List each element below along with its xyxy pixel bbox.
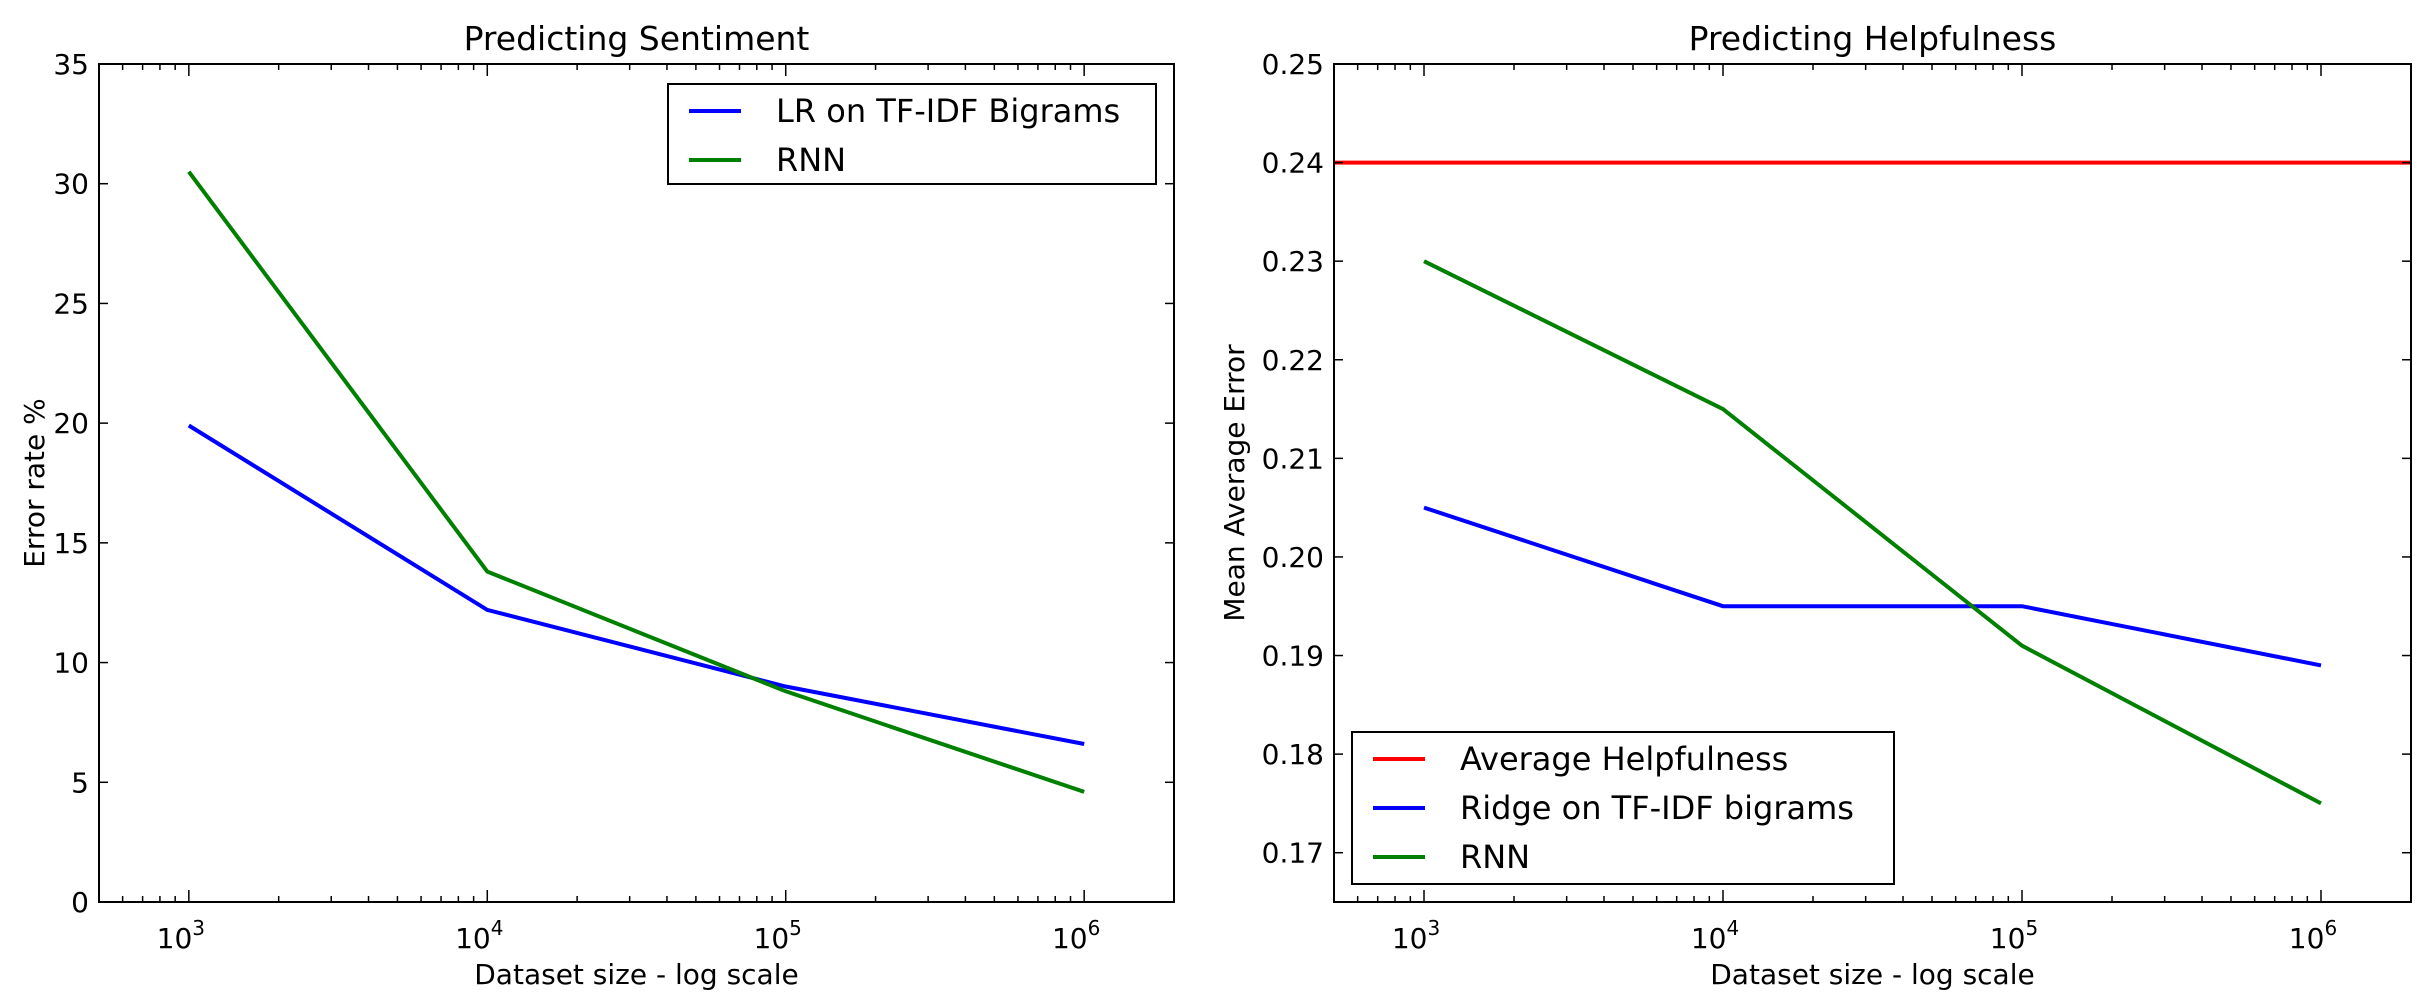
y-tick-label: 10 xyxy=(53,647,89,680)
chart-1: Predicting Sentiment 0 5 10 15 20 25 30 35 103 104… xyxy=(18,19,1175,991)
chart-title: Predicting Helpfulness xyxy=(1689,19,2057,58)
y-tick-label: 0.17 xyxy=(1262,837,1324,870)
legend-label-1: Average Helpfulness xyxy=(1460,740,1788,778)
series-line-3 xyxy=(1423,259,2322,806)
y-tick-label: 0.24 xyxy=(1262,147,1324,180)
x-tick-label: 104 xyxy=(455,916,503,955)
y-tick-label: 5 xyxy=(71,766,89,799)
x-tick-label: 105 xyxy=(1990,916,2038,955)
legend: LR on TF-IDF Bigrams RNN xyxy=(667,83,1157,185)
series-line-2 xyxy=(1423,505,2322,668)
y-tick-label: 0.21 xyxy=(1262,442,1324,475)
legend-label-3: RNN xyxy=(1460,838,1530,876)
legend-box xyxy=(1351,731,1895,885)
y-tick-label: 0.18 xyxy=(1262,738,1324,771)
series-line-2 xyxy=(187,170,1085,794)
y-tick-label: 15 xyxy=(53,527,89,560)
legend-label-2: Ridge on TF-IDF bigrams xyxy=(1460,789,1854,827)
series-group xyxy=(187,170,1085,794)
series-line-1 xyxy=(187,423,1085,746)
x-axis-label: Dataset size - log scale xyxy=(1710,958,2034,991)
y-tick-label: 20 xyxy=(53,407,89,440)
y-tick-label: 0.25 xyxy=(1262,48,1324,81)
x-tick-label: 103 xyxy=(157,916,205,955)
series-group xyxy=(1334,160,2411,806)
y-tick-label: 25 xyxy=(53,287,89,320)
x-tick-label: 104 xyxy=(1691,916,1739,955)
plot-frame xyxy=(98,63,1175,903)
legend-box xyxy=(667,83,1157,185)
y-tick-label: 0.22 xyxy=(1262,344,1324,377)
y-tick-label: 0.23 xyxy=(1262,245,1324,278)
x-axis-label: Dataset size - log scale xyxy=(474,958,798,991)
chart-title: Predicting Sentiment xyxy=(464,19,810,58)
y-tick-label: 0.19 xyxy=(1262,640,1324,673)
legend-label-1: LR on TF-IDF Bigrams xyxy=(776,92,1120,130)
x-tick-label: 106 xyxy=(1052,916,1100,955)
y-tick-label: 0.20 xyxy=(1262,541,1324,574)
chart-2: Predicting Helpfulness 0.17 0.18 0.19 0.20 0.… xyxy=(1218,19,2412,991)
y-axis-label: Error rate % xyxy=(18,398,51,568)
x-tick-label: 103 xyxy=(1392,916,1440,955)
legend-label-2: RNN xyxy=(776,141,846,179)
x-tick-label: 106 xyxy=(2289,916,2337,955)
y-tick-label: 30 xyxy=(53,168,89,201)
y-tick-label: 35 xyxy=(53,48,89,81)
y-tick-label: 0 xyxy=(71,886,89,919)
y-axis-label: Mean Average Error xyxy=(1218,344,1251,622)
legend: Average Helpfulness Ridge on TF-IDF bigra… xyxy=(1351,731,1895,885)
plot-frame xyxy=(1333,63,2412,903)
x-tick-label: 105 xyxy=(754,916,802,955)
